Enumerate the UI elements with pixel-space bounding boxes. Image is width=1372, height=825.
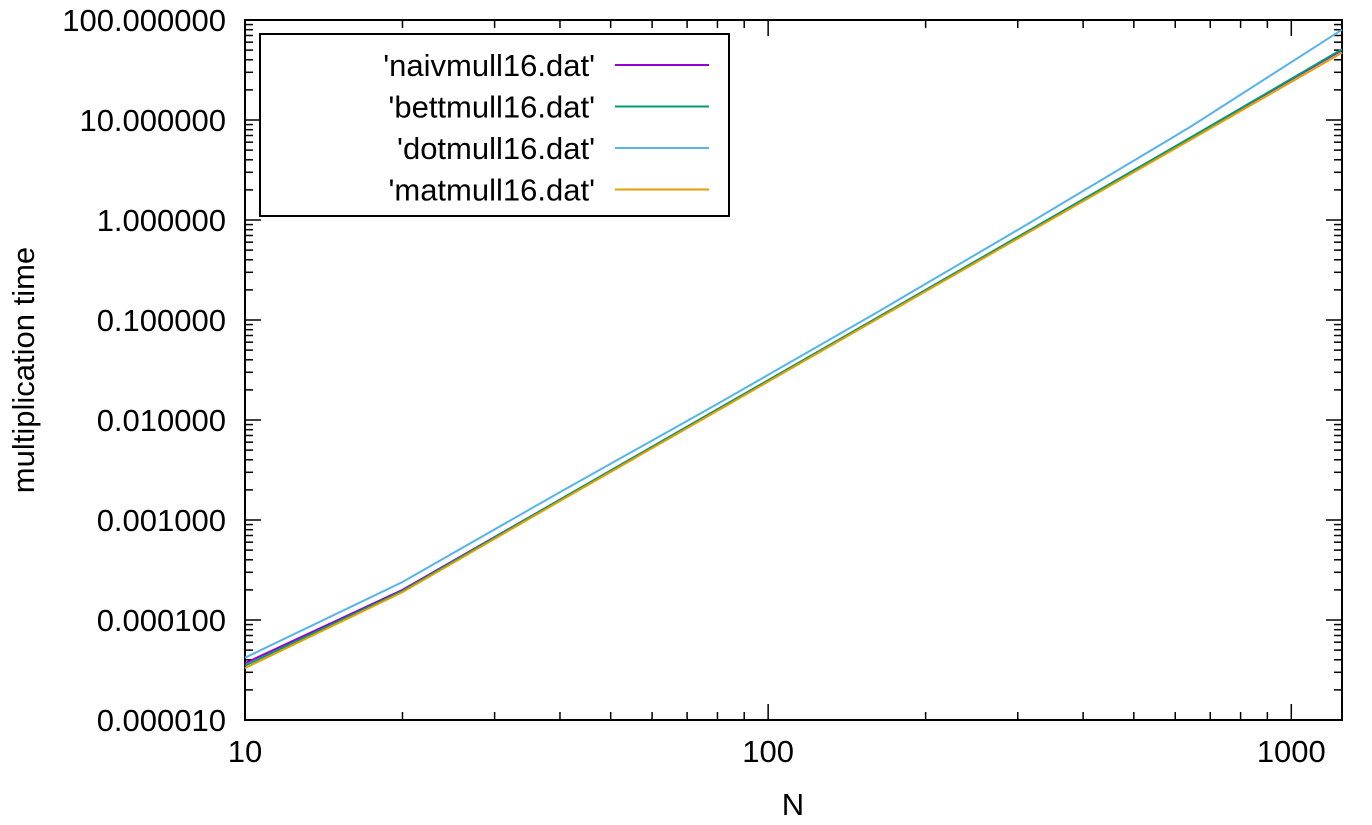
legend-items: 'naivmull16.dat' 'bettmull16.dat' 'dotmull… xyxy=(383,48,709,208)
axis-ticks xyxy=(244,19,1342,721)
x-axis-title: N xyxy=(782,787,804,822)
x-tick-labels: 10 100 1000 xyxy=(228,734,1326,769)
y-tick-label: 100.000000 xyxy=(62,3,226,38)
y-tick-label: 0.000010 xyxy=(97,703,226,738)
legend-label: 'matmull16.dat' xyxy=(388,173,595,208)
x-tick-label: 1000 xyxy=(1257,734,1326,769)
y-tick-label: 0.000100 xyxy=(97,603,226,638)
y-tick-label: 0.100000 xyxy=(97,303,226,338)
legend-label: 'dotmull16.dat' xyxy=(397,131,595,166)
y-axis-title: multiplication time xyxy=(6,247,41,493)
plot-frame xyxy=(244,19,1343,721)
y-tick-labels: 0.000010 0.000100 0.001000 0.010000 0.100000… xyxy=(62,3,226,738)
legend: 'naivmull16.dat' 'bettmull16.dat' 'dotmull… xyxy=(259,33,730,217)
y-tick-label: 10.000000 xyxy=(79,103,226,138)
series-line xyxy=(244,51,1343,670)
y-tick-label: 0.010000 xyxy=(97,403,226,438)
y-tick-label: 0.001000 xyxy=(97,503,226,538)
legend-label: 'naivmull16.dat' xyxy=(383,48,595,83)
x-tick-label: 100 xyxy=(742,734,794,769)
series-line xyxy=(244,28,1343,659)
legend-label: 'bettmull16.dat' xyxy=(388,90,595,125)
y-tick-label: 1.000000 xyxy=(97,203,226,238)
x-tick-label: 10 xyxy=(228,734,262,769)
series-lines xyxy=(244,28,1343,670)
